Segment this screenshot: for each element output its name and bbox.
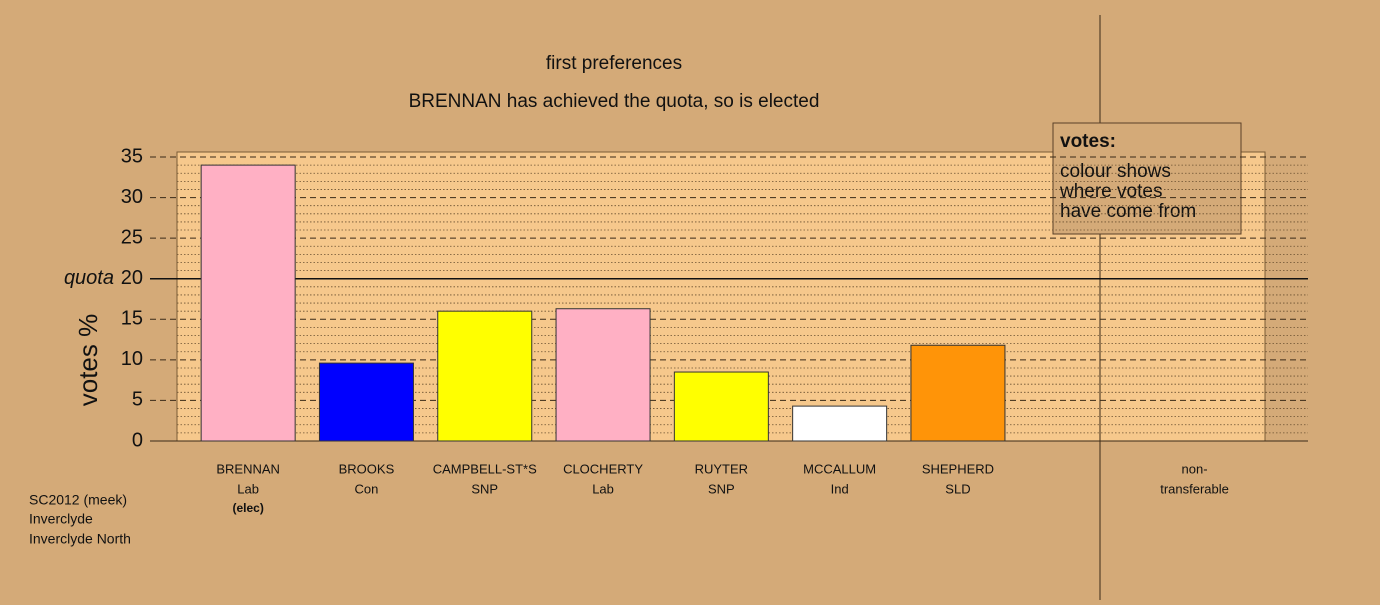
- party-label: Ind: [831, 481, 849, 496]
- footer-text: SC2012 (meek): [29, 492, 127, 508]
- party-label: transferable: [1160, 481, 1229, 496]
- y-tick-label: 30: [121, 186, 143, 208]
- x-tick-label: MCCALLUM: [803, 461, 876, 476]
- legend-text: have come from: [1060, 201, 1196, 222]
- chart-title: first preferences: [546, 53, 682, 74]
- bar: [910, 344, 1006, 442]
- bar: [318, 362, 414, 442]
- bar: [673, 371, 769, 442]
- legend-box: [1052, 122, 1242, 235]
- y-axis-label: votes %: [73, 314, 103, 407]
- footer-text: Inverclyde North: [29, 531, 131, 547]
- quota-label: quota: [64, 267, 114, 289]
- y-tick-label: 10: [121, 348, 143, 370]
- legend-text: where votes: [1059, 181, 1162, 202]
- y-tick-label: 20: [121, 267, 143, 289]
- y-tick-label: 25: [121, 226, 143, 248]
- y-tick-label: 5: [132, 389, 143, 411]
- y-tick-label: 15: [121, 308, 143, 330]
- party-label: SLD: [945, 481, 970, 496]
- bar: [200, 164, 296, 442]
- footer-text: Inverclyde: [29, 511, 93, 527]
- x-tick-label: CLOCHERTY: [563, 461, 643, 476]
- x-tick-label: BROOKS: [339, 461, 395, 476]
- x-tick-label: SHEPHERD: [922, 461, 994, 476]
- y-tick-label: 0: [132, 429, 143, 451]
- x-tick-label: BRENNAN: [216, 461, 280, 476]
- chart-subtitle: BRENNAN has achieved the quota, so is el…: [409, 91, 820, 112]
- party-label: SNP: [471, 481, 498, 496]
- party-label: Lab: [237, 481, 259, 496]
- bar: [437, 310, 533, 442]
- legend-text: colour shows: [1060, 161, 1171, 182]
- party-label: SNP: [708, 481, 735, 496]
- y-tick-label: 35: [121, 145, 143, 167]
- x-tick-label: RUYTER: [695, 461, 748, 476]
- x-tick-label: CAMPBELL-ST*S: [433, 461, 537, 476]
- legend-title: votes:: [1060, 131, 1116, 152]
- party-label: Con: [355, 481, 379, 496]
- legend: votes: colour shows where votes have com…: [1052, 122, 1242, 235]
- x-tick-label: non-: [1182, 461, 1208, 476]
- bar: [555, 308, 651, 442]
- party-label: Lab: [592, 481, 614, 496]
- bar: [792, 405, 888, 442]
- status-label: (elec): [232, 501, 263, 515]
